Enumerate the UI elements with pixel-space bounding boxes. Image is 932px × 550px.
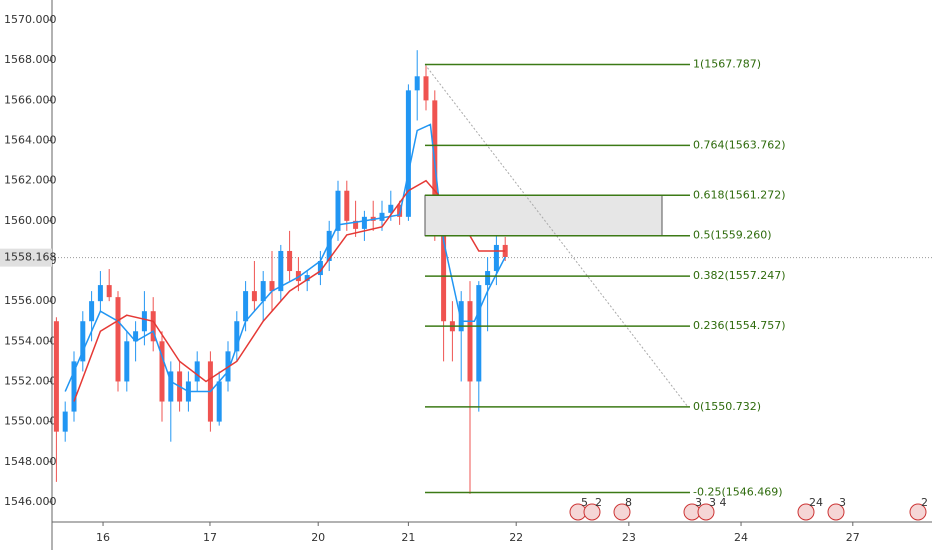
x-tick-label: 27 [846,531,860,544]
event-label: 3 4 [709,496,727,509]
moving-average [64,123,506,393]
candle-body [89,301,95,322]
candle-body [150,311,156,342]
candle-body [168,371,174,402]
y-tick-label: 1560.000 [4,214,57,227]
y-tick-label: 1550.000 [4,415,57,428]
fib-label: 0.5(1559.260) [693,229,772,242]
candle-body [260,281,266,302]
candle-body [133,331,139,342]
event-label: 3 [695,496,702,509]
candle-body [344,190,350,221]
candle-body [493,244,499,272]
x-tick-label: 17 [203,531,217,544]
y-tick-label: 1568.000 [4,53,57,66]
candle-body [159,341,165,402]
candle-body [485,271,491,286]
candle-body [467,301,473,382]
candle-body [458,301,464,332]
candle-body [106,285,112,298]
candle-body [335,190,341,231]
candle-body [71,361,77,412]
candle-body [269,281,275,292]
candle-body [287,250,293,272]
candle-body [304,275,310,282]
candle-body [476,285,482,382]
x-tick-label: 16 [96,531,110,544]
candle-body [115,297,121,382]
y-tick-label: 1564.000 [4,134,57,147]
candle-body [53,321,59,432]
candle-body [295,271,301,282]
candle-body [194,361,200,382]
y-tick-label: 1556.000 [4,294,57,307]
y-tick-label: 1570.000 [4,13,57,26]
event-badge [827,503,845,521]
event-label: 2 3 [921,496,932,509]
candle-body [317,261,323,276]
candle-body [97,285,103,302]
candle-body [124,341,130,382]
fib-zone [424,194,663,237]
y-tick-label: 1562.000 [4,174,57,187]
candle-body [80,321,86,362]
candle-body [62,411,68,432]
candle-body [243,291,249,322]
current-price-label: 1558.168 [4,251,57,264]
candle-body [405,90,411,217]
event-badge [697,503,715,521]
x-tick-label: 21 [401,531,415,544]
candle-body [251,291,257,302]
candle-body [397,204,403,217]
event-label: 5 [581,496,588,509]
y-tick-label: 1554.000 [4,334,57,347]
y-tick-label: 1566.000 [4,93,57,106]
fib-label: 0.236(1554.757) [693,319,786,332]
event-label: 24 [809,496,823,509]
fib-label: 0.618(1561.272) [693,188,786,201]
x-tick-label: 22 [509,531,523,544]
x-tick-label: 20 [311,531,325,544]
candle-body [278,250,284,292]
candle-body [234,321,240,352]
candle-body [141,311,147,332]
fib-label: 1(1567.787) [693,58,761,71]
candle-body [379,212,385,221]
x-tick-label: 23 [622,531,636,544]
fib-label: 0(1550.732) [693,400,761,413]
candle-body [361,216,367,229]
y-tick-label: 1548.000 [4,455,57,468]
event-badge [613,503,631,521]
fib-label: 0.382(1557.247) [693,269,786,282]
event-label: 8 [625,496,632,509]
event-label: 2 [595,496,602,509]
fib-label: -0.25(1546.469) [693,486,783,499]
event-badge [583,503,601,521]
event-label: 3 [839,496,846,509]
fib-label: 0.764(1563.762) [693,138,786,151]
candle-body [326,230,332,261]
event-badge [797,503,815,521]
candle-body [423,76,429,101]
candle-body [388,204,394,213]
y-tick-label: 1546.000 [4,495,57,508]
current-price-tag [0,248,52,267]
candle-body [441,220,447,322]
candle-body [414,76,420,91]
candle-body [353,220,359,229]
x-tick-label: 24 [734,531,748,544]
candle-body [216,381,222,422]
event-badge [909,503,927,521]
y-tick-label: 1552.000 [4,374,57,387]
